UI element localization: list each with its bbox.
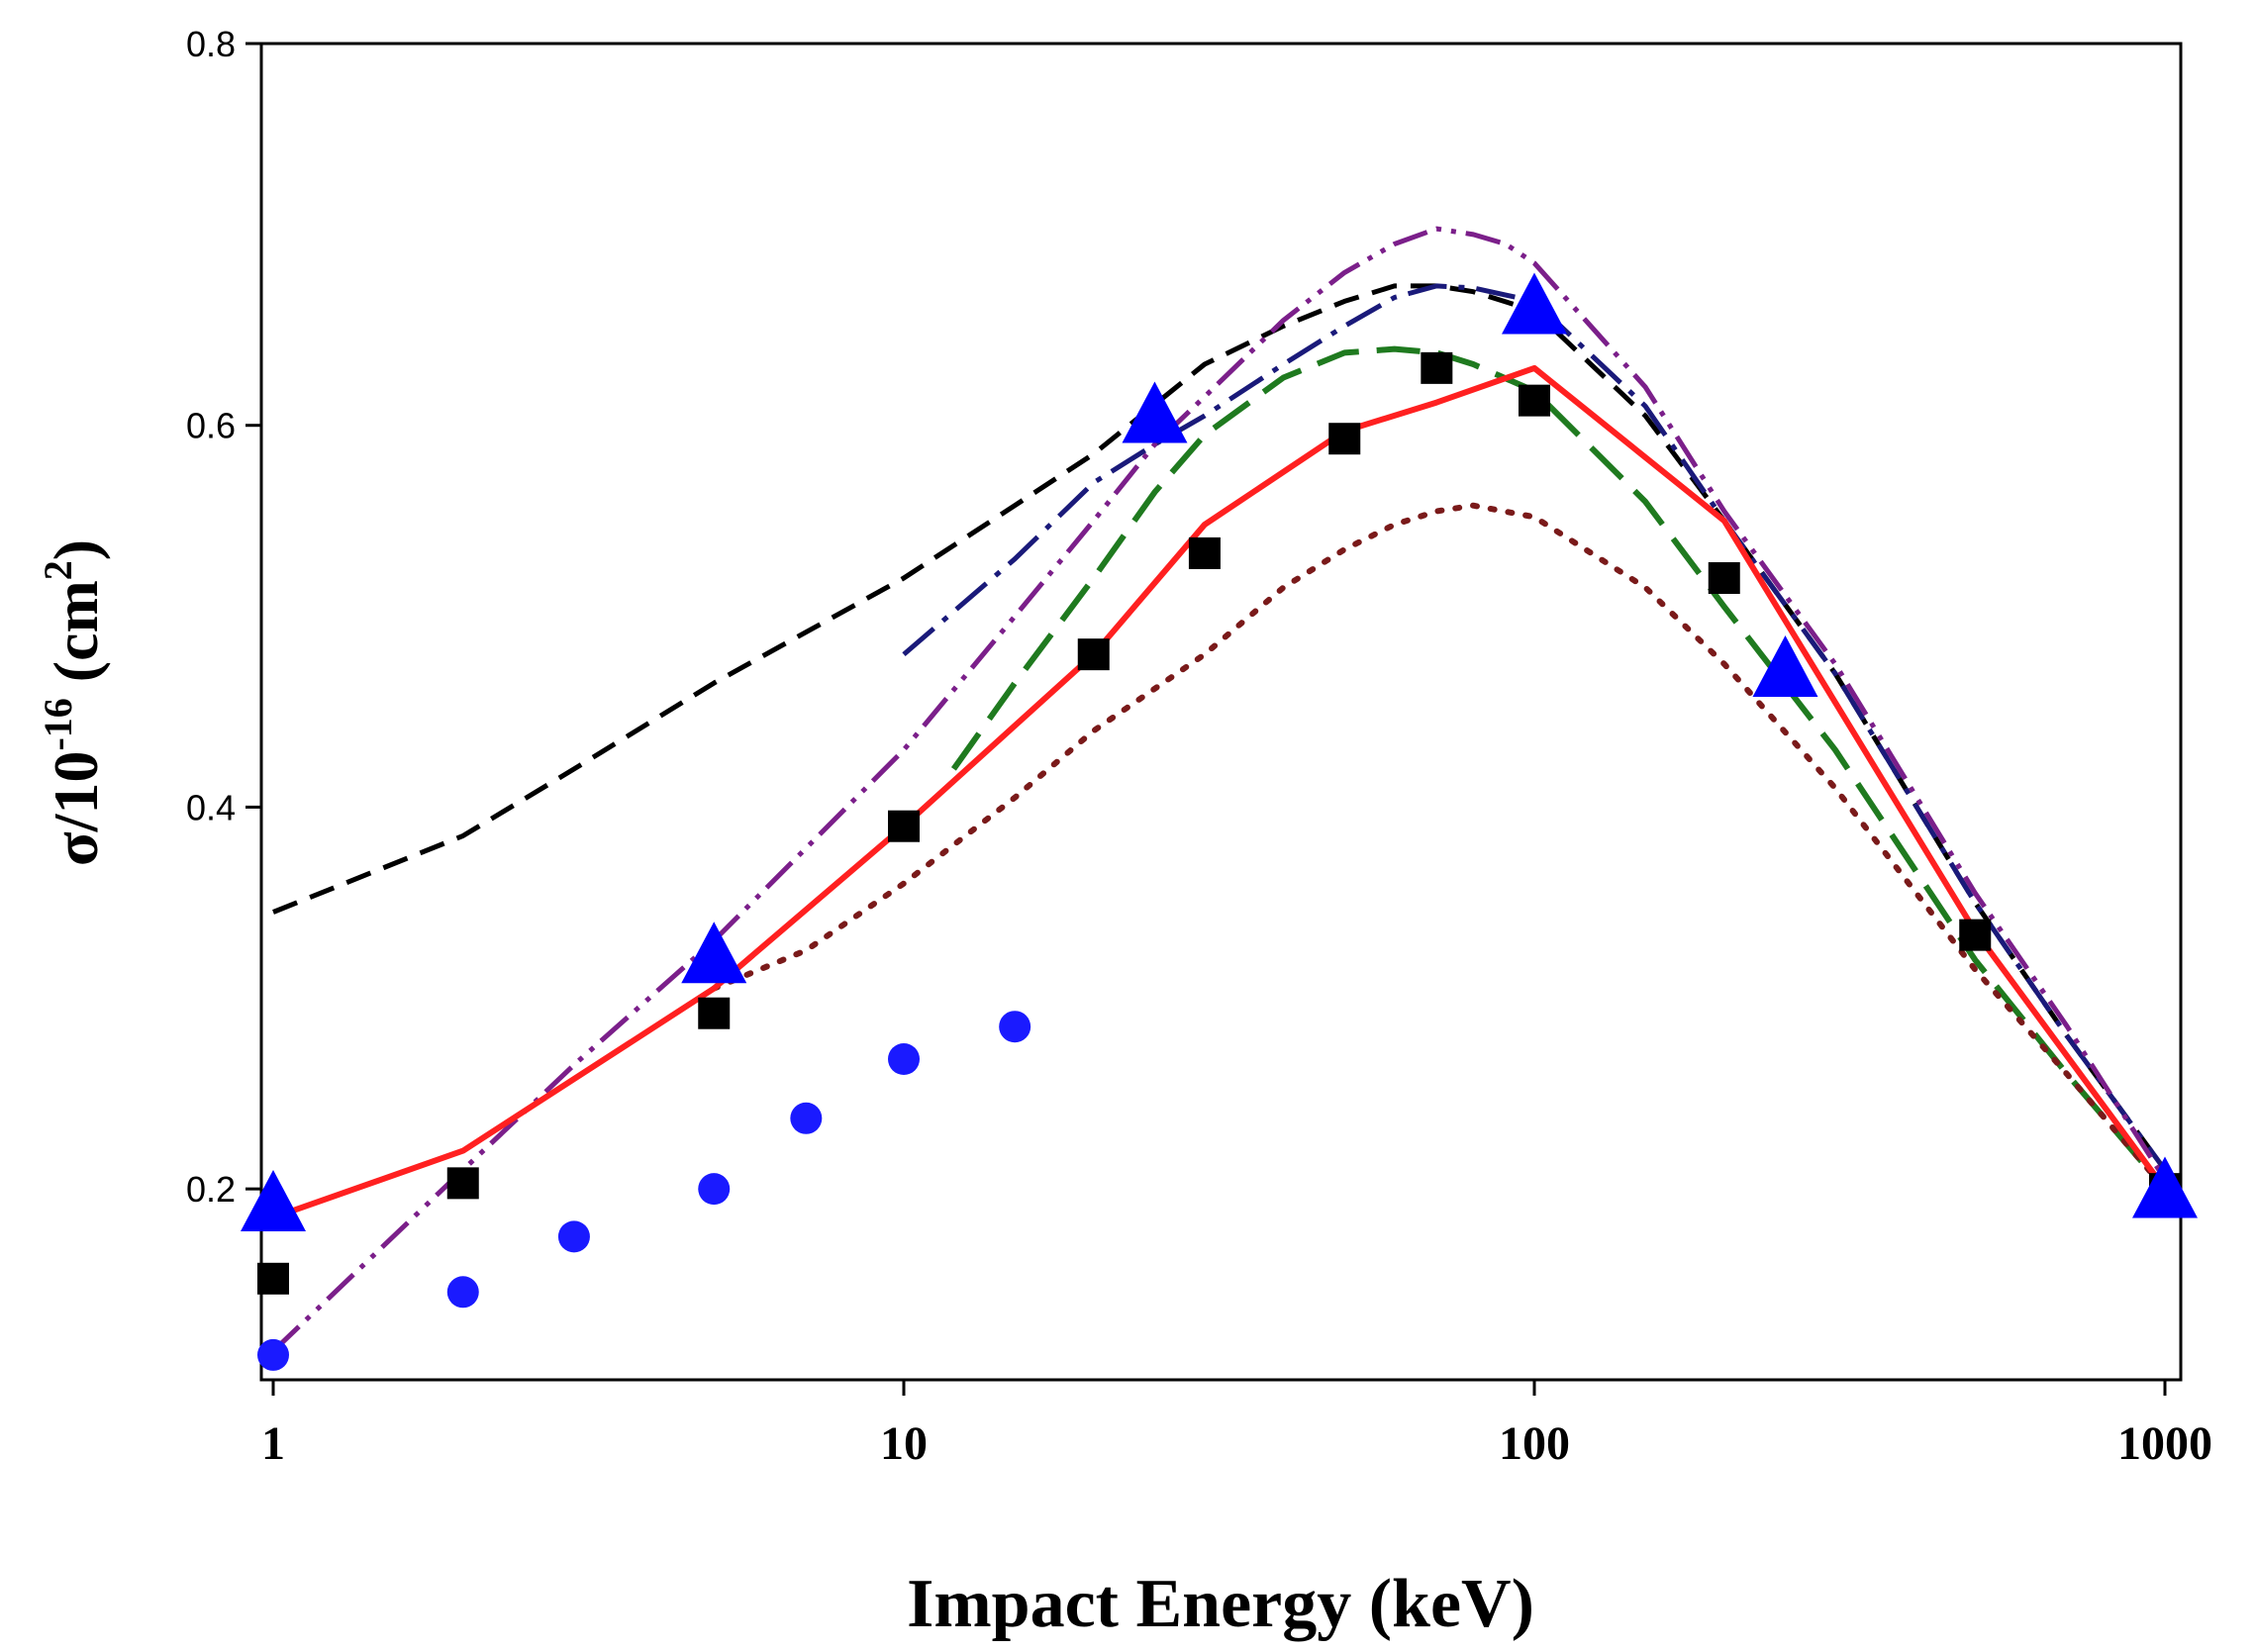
series-line-black-dashed	[272, 283, 2168, 1172]
marker-square	[698, 997, 731, 1029]
marker-circle	[999, 1011, 1031, 1043]
marker-square	[1077, 638, 1110, 671]
x-axis-title: Impact Energy (keV)	[907, 1566, 1534, 1642]
x-tick-label: 100	[1499, 1417, 1570, 1470]
x-tick-label: 1000	[2117, 1417, 2212, 1470]
marker-triangle	[1122, 381, 1188, 443]
marker-circle	[888, 1043, 920, 1075]
y-tick-label: 0.8	[186, 24, 236, 64]
marker-triangle	[2132, 1156, 2198, 1218]
x-tick-label: 1	[261, 1417, 285, 1470]
axis-ticks: 0.2 0.4 0.6 0.8 1 10 100 1000	[186, 24, 2212, 1470]
marker-circle	[698, 1173, 731, 1206]
series-layer	[271, 226, 2168, 1353]
y-tick-label: 0.4	[186, 787, 236, 827]
marker-square	[257, 1262, 289, 1295]
marker-square	[1959, 919, 1992, 951]
marker-triangle	[1752, 634, 1818, 697]
y-axis-title-exp: -16	[36, 698, 80, 750]
y-axis-title-main: σ/10	[41, 751, 111, 867]
marker-triangle	[241, 1169, 306, 1231]
marker-square	[446, 1167, 479, 1200]
x-tick-label: 10	[880, 1417, 928, 1470]
series-line-navy-dash-dot	[902, 283, 2168, 1172]
marker-square	[1328, 423, 1361, 455]
series-line-green-long-dash	[950, 345, 2168, 1192]
y-axis-title-unit-close: )	[41, 539, 111, 560]
marker-square	[1708, 562, 1740, 594]
y-tick-label: 0.2	[186, 1169, 236, 1210]
marker-square	[888, 810, 920, 842]
y-tick-label: 0.6	[186, 406, 236, 446]
series-line-brown-dotted	[711, 502, 2168, 1193]
y-axis-title: σ/10-16 (cm2)	[36, 539, 111, 866]
plot-frame	[259, 42, 2183, 1382]
series-line-purple-dash-dot-dot	[271, 226, 2168, 1353]
marker-triangle	[1502, 272, 1567, 335]
marker-layer	[241, 272, 2198, 1371]
series-line-red-solid	[272, 364, 2168, 1220]
y-axis-title-unit: (cm	[41, 580, 111, 698]
marker-square	[1421, 351, 1453, 384]
marker-square	[1519, 384, 1550, 417]
marker-circle	[257, 1338, 289, 1371]
y-axis-title-unit-exp: 2	[36, 560, 80, 580]
marker-circle	[446, 1276, 479, 1309]
marker-triangle	[681, 922, 747, 984]
marker-circle	[557, 1220, 590, 1253]
svg-text:σ/10-16 (cm2): σ/10-16 (cm2)	[36, 539, 111, 866]
marker-square	[1188, 536, 1221, 569]
marker-circle	[790, 1102, 823, 1134]
